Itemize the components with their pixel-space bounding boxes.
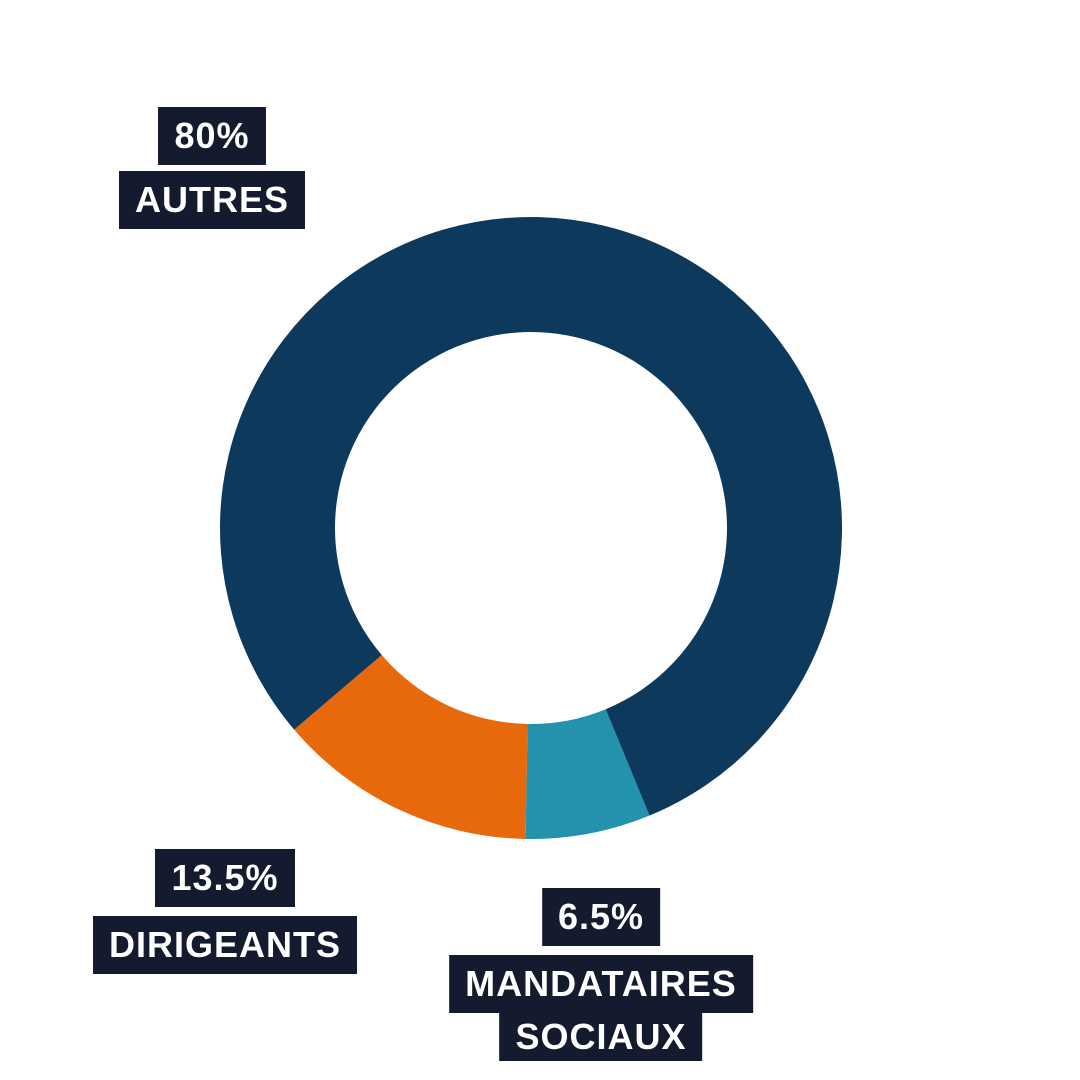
dirigeants-name-badge: DIRIGEANTS bbox=[92, 916, 358, 974]
label-group-dirigeants: 13.5% DIRIGEANTS bbox=[92, 849, 358, 974]
autres-percent-badge: 80% bbox=[158, 107, 266, 165]
label-group-mandataires-sociaux: 6.5% MANDATAIRES SOCIAUX bbox=[449, 888, 753, 1061]
mandataires-name-badge-line2: SOCIAUX bbox=[499, 1013, 703, 1061]
mandataires-percent-badge: 6.5% bbox=[541, 888, 661, 946]
label-group-autres: 80% AUTRES bbox=[118, 107, 306, 229]
autres-name-badge: AUTRES bbox=[118, 171, 306, 229]
mandataires-name-badge-line1: MANDATAIRES bbox=[449, 955, 753, 1013]
donut-segment-autres bbox=[220, 217, 843, 816]
donut-segment-dirigeants bbox=[294, 655, 528, 839]
donut-segment-mandataires-sociaux bbox=[525, 709, 650, 839]
dirigeants-percent-badge: 13.5% bbox=[155, 849, 295, 907]
